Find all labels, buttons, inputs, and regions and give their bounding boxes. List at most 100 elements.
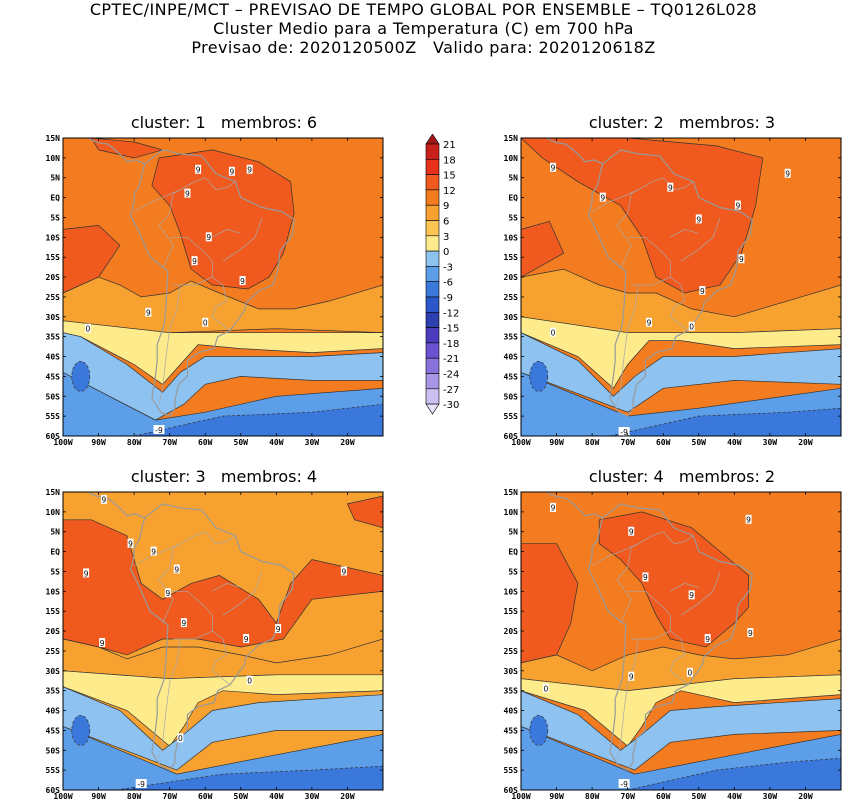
contour-label-box bbox=[84, 323, 91, 333]
country-border bbox=[591, 543, 639, 566]
contour-label-box bbox=[150, 546, 157, 556]
colorbar-swatch bbox=[425, 235, 440, 252]
temperature-map: 9 9 9 9 9 9 9 9 9 0 0 -9 15N 10N 5N EQ 5S 10S 15S 20S 25S 30S… bbox=[504, 134, 842, 447]
contour-label-box bbox=[127, 538, 134, 548]
contour-label-box bbox=[145, 307, 152, 317]
contour-label: 9 bbox=[206, 233, 211, 242]
colorbar-swatch bbox=[425, 388, 440, 405]
contour-label: 9 bbox=[700, 287, 705, 296]
contour-label: 9 bbox=[174, 565, 179, 574]
contour-label-box bbox=[688, 321, 695, 331]
contour-label-box bbox=[228, 166, 235, 176]
contour-label: 0 bbox=[551, 328, 556, 337]
contour-label-box bbox=[734, 200, 741, 210]
lat-label: 25S bbox=[504, 293, 519, 302]
coastline-central-america bbox=[88, 138, 146, 165]
contour-label: 9 bbox=[668, 183, 673, 192]
contour-label: 9 bbox=[629, 673, 634, 682]
contour-label: 9 bbox=[643, 573, 648, 582]
lat-label: 60S bbox=[46, 432, 61, 441]
coastline-central-america bbox=[546, 492, 604, 519]
contour-label-box bbox=[205, 232, 212, 242]
lat-label: 55S bbox=[504, 412, 519, 421]
lon-label: 90W bbox=[91, 438, 106, 447]
map-field: 9 9 9 9 9 9 9 9 9 9 9 0 0 -9 bbox=[63, 492, 383, 790]
country-border bbox=[204, 531, 236, 545]
country-border bbox=[222, 571, 263, 616]
lat-label: 10N bbox=[504, 154, 519, 163]
colorbar-swatch bbox=[425, 189, 440, 206]
lat-label: 5N bbox=[508, 174, 518, 183]
lat-label: 20S bbox=[504, 273, 519, 282]
lon-label: 40W bbox=[727, 792, 742, 801]
colorbar-level-label: 18 bbox=[443, 155, 456, 166]
map-field: 9 9 9 9 9 9 9 9 0 0 -9 bbox=[63, 138, 383, 436]
colorbar-level-label: -27 bbox=[443, 385, 459, 396]
map-header: CPTEC/INPE/MCT – PREVISAO DE TEMPO GLOBA… bbox=[0, 0, 847, 57]
contour-label: 9 bbox=[551, 504, 556, 513]
warm-region-fill bbox=[90, 138, 164, 159]
cold-core-fill bbox=[71, 715, 91, 746]
map-frame bbox=[520, 491, 842, 791]
contour-label-box bbox=[618, 427, 630, 436]
contour-label-box bbox=[243, 634, 250, 644]
contour-label-box bbox=[180, 618, 187, 628]
contour-label: 9 bbox=[181, 619, 186, 628]
colorbar-level-label: -18 bbox=[443, 339, 459, 350]
contour-label: 9 bbox=[746, 516, 751, 525]
contour-label-box bbox=[686, 667, 693, 677]
lon-label: 100W bbox=[511, 792, 530, 801]
band-minus9-fill bbox=[609, 407, 841, 436]
lat-label: 10S bbox=[46, 233, 61, 242]
contour-label: -9 bbox=[620, 428, 628, 437]
contour-label: 9 bbox=[229, 168, 234, 177]
colorbar-swatch bbox=[425, 373, 440, 390]
colorbar-swatch bbox=[425, 143, 440, 160]
country-border bbox=[158, 177, 206, 270]
lon-label: 70W bbox=[620, 438, 635, 447]
contour-label-box bbox=[618, 779, 630, 789]
colorbar-level-label: 12 bbox=[443, 186, 456, 197]
country-border bbox=[662, 531, 694, 545]
contour-label: 0 bbox=[687, 669, 692, 678]
lon-label: 80W bbox=[585, 438, 600, 447]
country-border bbox=[204, 177, 236, 191]
contour-label-box bbox=[191, 256, 198, 266]
map-field: 9 9 9 9 9 9 9 9 9 0 0 -9 bbox=[521, 138, 841, 437]
lat-label: 15N bbox=[46, 488, 61, 497]
lon-label: 40W bbox=[269, 792, 284, 801]
band-6-fill bbox=[63, 276, 383, 334]
lat-label: 15S bbox=[504, 607, 519, 616]
contour-label: 9 bbox=[244, 635, 249, 644]
contour-label: 9 bbox=[739, 255, 744, 264]
contour-label-box bbox=[747, 628, 754, 638]
lat-label: 60S bbox=[504, 786, 519, 795]
band-minus3-fill bbox=[521, 332, 841, 413]
lon-label: 90W bbox=[549, 438, 564, 447]
lat-label: 50S bbox=[46, 746, 61, 755]
colorbar-swatch bbox=[425, 250, 440, 267]
colorbar-swatch bbox=[425, 158, 440, 175]
country-border bbox=[680, 217, 721, 262]
lat-label: 20S bbox=[46, 627, 61, 636]
lon-label: 60W bbox=[198, 438, 213, 447]
contour-label-box bbox=[164, 588, 171, 598]
contour-label-box bbox=[738, 254, 745, 264]
colorbar-swatch bbox=[425, 281, 440, 298]
colorbar-swatch bbox=[425, 174, 440, 191]
lat-label: 25S bbox=[46, 293, 61, 302]
country-border bbox=[670, 583, 699, 592]
contour-label: 9 bbox=[629, 528, 634, 537]
lat-label: 60S bbox=[46, 786, 61, 795]
lat-label: 55S bbox=[504, 766, 519, 775]
lat-label: 5N bbox=[50, 528, 60, 537]
colorbar-top-arrow bbox=[425, 134, 440, 145]
lon-label: 80W bbox=[585, 792, 600, 801]
lon-label: 50W bbox=[692, 438, 707, 447]
contour-label: 9 bbox=[696, 215, 701, 224]
panel-title: cluster: 4 membros: 2 bbox=[588, 467, 776, 486]
band-0-fill bbox=[521, 316, 841, 389]
lon-label: 90W bbox=[549, 792, 564, 801]
lat-label: 45S bbox=[504, 726, 519, 735]
warm-region-fill bbox=[521, 138, 764, 294]
